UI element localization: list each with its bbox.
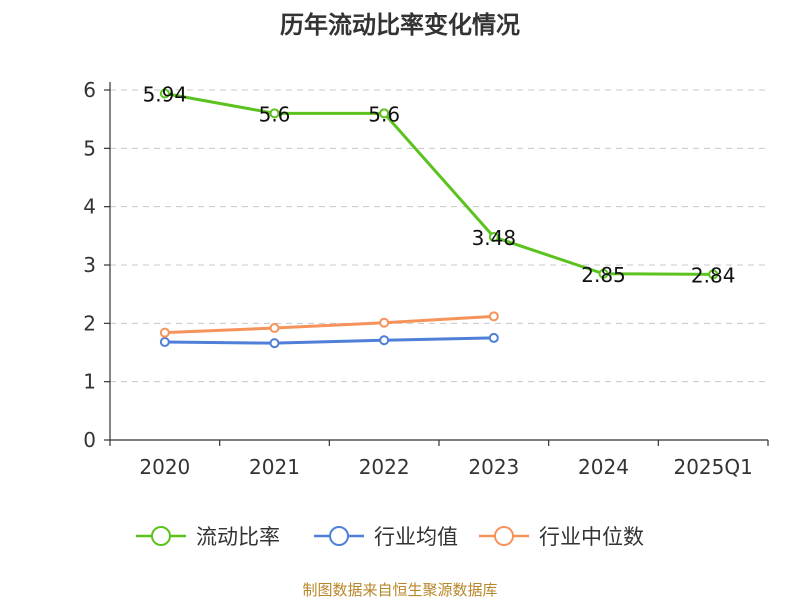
data-point[interactable] <box>598 268 609 279</box>
x-tick-label: 2022 <box>359 455 410 479</box>
data-point[interactable] <box>269 108 280 119</box>
series-layer <box>159 88 719 349</box>
legend-label: 流动比率 <box>196 525 280 549</box>
legend-item[interactable]: 行业中位数 <box>479 525 644 549</box>
chart-title: 历年流动比率变化情况 <box>280 11 520 39</box>
x-tick-label: 2025Q1 <box>673 455 752 479</box>
data-point[interactable] <box>488 232 499 242</box>
series-line <box>164 336 494 345</box>
axes: 0 1 2 3 4 5 6 2020 2021 2022 2023 2024 2025Q1 <box>83 78 769 479</box>
data-point[interactable] <box>159 88 170 99</box>
x-tick-label: 2023 <box>468 455 519 479</box>
data-point[interactable] <box>159 327 170 338</box>
data-point[interactable] <box>269 323 280 333</box>
data-label: 5.94 <box>143 83 188 107</box>
data-label: 3.48 <box>472 226 517 250</box>
y-tick-label: 5 <box>83 136 96 160</box>
data-label: 5.6 <box>368 102 400 126</box>
data-label: 2.84 <box>691 263 736 287</box>
series-line <box>164 314 494 335</box>
legend[interactable]: 流动比率 行业均值 行业中位数 <box>136 525 644 549</box>
data-point[interactable] <box>488 311 499 322</box>
legend-item[interactable]: 行业均值 <box>314 525 458 549</box>
data-point[interactable] <box>379 108 390 119</box>
series-line <box>164 92 714 276</box>
y-tick-label: 1 <box>83 370 96 394</box>
x-tick-label: 2024 <box>578 455 629 479</box>
data-label: 2.85 <box>581 263 626 287</box>
data-point[interactable] <box>488 332 499 343</box>
y-tick-label: 6 <box>83 78 96 102</box>
legend-marker <box>329 526 349 546</box>
legend-label: 行业均值 <box>374 525 458 549</box>
legend-item[interactable]: 流动比率 <box>136 525 280 549</box>
x-tick-label: 2020 <box>139 455 190 479</box>
y-tick-label: 2 <box>83 311 96 335</box>
data-label: 5.6 <box>259 102 291 126</box>
y-tick-label: 3 <box>83 253 96 277</box>
legend-marker <box>151 526 171 546</box>
y-tick-label: 4 <box>83 195 96 219</box>
legend-marker <box>494 526 514 546</box>
y-tick-label: 0 <box>83 428 96 452</box>
data-labels: 5.94 5.6 5.6 3.48 2.85 2.84 <box>143 83 736 288</box>
data-point[interactable] <box>379 335 390 346</box>
source-note: 制图数据来自恒生聚源数据库 <box>302 581 497 599</box>
x-tick-label: 2021 <box>249 455 300 479</box>
legend-label: 行业中位数 <box>539 525 644 549</box>
data-point[interactable] <box>269 338 280 349</box>
data-point[interactable] <box>159 337 170 347</box>
data-point[interactable] <box>379 317 390 328</box>
data-point[interactable] <box>708 269 719 280</box>
